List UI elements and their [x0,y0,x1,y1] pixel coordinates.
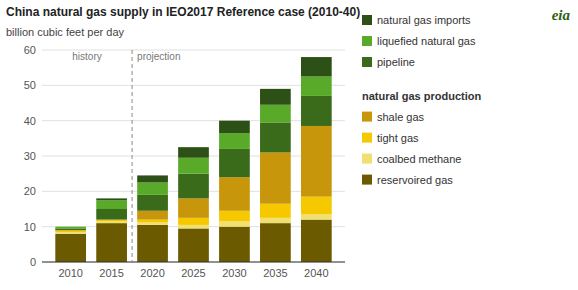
bar-segment [178,225,209,229]
legend-swatch [362,175,372,185]
bar-segment [219,121,250,133]
series [55,220,331,262]
legend-entry: liquefied natural gas [377,35,476,47]
bar-segment [96,223,127,262]
legend-swatch [362,15,372,25]
bar-segment [301,197,332,215]
bar-segment [55,230,86,232]
annotation: history [72,51,101,62]
title: China natural gas supply in IEO2017 Refe… [6,5,360,19]
x-tick-label: 2010 [58,267,82,279]
bar-segment [178,198,209,217]
series [96,57,331,200]
bar-segment [137,220,168,223]
x-axis [42,262,345,263]
bar-segment [219,149,250,177]
bar-segment [137,183,168,195]
legend-entry: natural gas imports [377,14,471,26]
legend-swatch [362,154,372,164]
bar-segment [260,105,291,123]
legend-swatch [362,112,372,122]
legend-entry: coalbed methane [377,153,461,165]
bar-segment [301,126,332,197]
legend-entry: shale gas [377,111,425,123]
bar-segment [260,223,291,262]
bar-segment [260,204,291,218]
bar-segment [55,227,86,229]
y-tick-label: 30 [24,150,36,162]
bar-segment [301,57,332,76]
bar-segment [219,211,250,222]
grid-line [42,120,345,121]
annotation: projection [137,51,180,62]
legend-entry: reservoired gas [377,174,453,186]
bar-segment [55,226,86,227]
bar-segment [96,221,127,223]
axis-label: billion cubic feet per day [6,26,125,38]
x-tick-label: 2015 [99,267,123,279]
legend-swatch [362,36,372,46]
bar-segment [301,77,332,96]
legend-entry: pipeline [377,56,415,68]
bar-segment [301,214,332,219]
bar-segment [137,211,168,220]
bar-segment [55,228,86,230]
bar-segment [96,200,127,209]
bar-segment [260,122,291,152]
bar-segment [219,221,250,226]
legend-swatch [362,57,372,67]
bars [55,57,331,262]
series [137,126,331,220]
x-tick-label: 2030 [222,267,246,279]
bar-segment [96,209,127,220]
y-tick-label: 10 [24,221,36,233]
grid-line [42,262,345,263]
y-tick-label: 20 [24,185,36,197]
y-tick-label: 60 [24,44,36,56]
bar-segment [178,147,209,158]
y-tick-label: 50 [24,79,36,91]
bar-segment [178,218,209,225]
grid [42,50,345,262]
bar-segment [137,222,168,224]
divider [132,50,133,262]
bar-segment [219,227,250,262]
bar-segment [96,198,127,200]
legend-header: natural gas production [362,90,481,102]
legend-swatch [362,133,372,143]
bar-segment [260,218,291,223]
x-tick-label: 2035 [263,267,287,279]
bar-segment [178,158,209,174]
series [55,77,331,229]
x-tick-label: 2020 [140,267,164,279]
bar-segment [301,96,332,126]
bar-segment [178,228,209,262]
y-tick-label: 0 [30,256,36,268]
y-tick-label: 40 [24,115,36,127]
legend: natural gas imports liquefied natural gas… [362,14,481,186]
bar-segment [137,225,168,262]
logo: eia [552,7,571,23]
x-tick-label: 2025 [181,267,205,279]
chart: China natural gas supply in IEO2017 Refe… [0,0,578,290]
bar-segment [137,195,168,211]
bar-segment [301,220,332,262]
bar-segment [260,152,291,203]
bar-segment [137,175,168,182]
bar-segment [178,174,209,199]
bar-segment [260,89,291,105]
x-tick-label: 2040 [304,267,328,279]
legend-entry: tight gas [377,132,419,144]
bar-segment [96,220,127,222]
series [55,96,331,230]
grid-line [42,85,345,86]
bar-segment [55,232,86,234]
bar-segment [219,177,250,211]
bar-segment [55,234,86,262]
bar-segment [219,133,250,149]
